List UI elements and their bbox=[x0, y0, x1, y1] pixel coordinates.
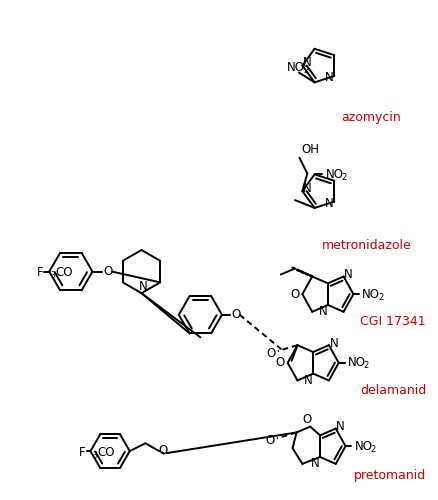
Text: 3: 3 bbox=[92, 450, 97, 460]
Text: delamanid: delamanid bbox=[359, 384, 425, 397]
Text: F: F bbox=[37, 266, 43, 279]
Text: 2: 2 bbox=[303, 66, 308, 75]
Text: N: N bbox=[302, 56, 311, 69]
Text: metronidazole: metronidazole bbox=[321, 238, 410, 252]
Text: azomycin: azomycin bbox=[341, 111, 401, 124]
Text: N: N bbox=[318, 306, 327, 318]
Text: 2: 2 bbox=[377, 292, 382, 302]
Text: 2: 2 bbox=[362, 362, 367, 370]
Text: NO: NO bbox=[353, 440, 371, 452]
Text: N: N bbox=[303, 374, 312, 387]
Text: 3: 3 bbox=[50, 271, 55, 280]
Text: O: O bbox=[158, 444, 167, 456]
Text: pretomanid: pretomanid bbox=[353, 469, 425, 482]
Text: OH: OH bbox=[301, 144, 319, 156]
Text: O: O bbox=[289, 288, 298, 300]
Text: F: F bbox=[79, 446, 85, 458]
Text: N: N bbox=[324, 72, 333, 85]
Text: 2: 2 bbox=[340, 173, 346, 182]
Text: N: N bbox=[324, 197, 333, 210]
Text: NO: NO bbox=[361, 288, 379, 300]
Text: N: N bbox=[328, 336, 337, 349]
Text: O: O bbox=[266, 346, 275, 360]
Text: N: N bbox=[310, 458, 319, 470]
Text: O: O bbox=[275, 356, 284, 370]
Text: N: N bbox=[336, 420, 344, 433]
Text: O: O bbox=[103, 265, 113, 278]
Text: CO: CO bbox=[55, 266, 73, 279]
Text: NO: NO bbox=[325, 168, 343, 181]
Text: N: N bbox=[139, 280, 148, 293]
Text: 2: 2 bbox=[369, 444, 374, 454]
Text: CO: CO bbox=[97, 446, 115, 458]
Text: CGI 17341: CGI 17341 bbox=[360, 315, 425, 328]
Text: NO: NO bbox=[347, 356, 365, 370]
Text: N: N bbox=[343, 268, 352, 281]
Text: O: O bbox=[302, 413, 311, 426]
Text: N: N bbox=[302, 182, 311, 194]
Text: O: O bbox=[230, 308, 240, 321]
Text: NO: NO bbox=[286, 61, 304, 74]
Text: O: O bbox=[265, 434, 274, 447]
